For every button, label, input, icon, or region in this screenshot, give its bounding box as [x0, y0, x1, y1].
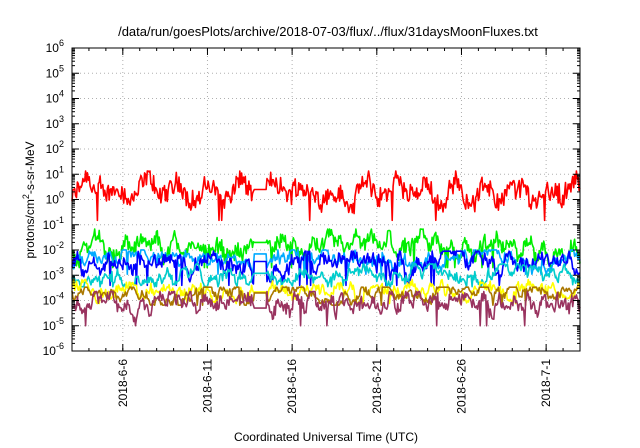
y-tick-label: 10-6 [43, 341, 64, 358]
x-tick-label: 2018-7-1 [539, 359, 553, 407]
y-tick-label: 10-1 [43, 215, 64, 232]
y-tick-label: 105 [46, 63, 64, 80]
series-line [71, 249, 581, 276]
y-tick-label: 106 [46, 38, 64, 55]
x-tick-labels: 2018-6-6 2018-6-11 2018-6-16 2018-6-21 2018-… [116, 359, 553, 414]
series-group [71, 170, 581, 327]
series-line [71, 278, 581, 305]
y-axis-label: protons/cm2-s-sr-MeV [21, 141, 37, 258]
y-tick-label: 101 [46, 164, 64, 181]
y-tick-label: 104 [46, 89, 64, 106]
x-tick-label: 2018-6-11 [200, 359, 214, 413]
y-tick-label: 103 [46, 114, 64, 131]
y-tick-label: 10-4 [43, 291, 64, 308]
x-axis-label: Coordinated Universal Time (UTC) [234, 430, 418, 444]
y-tick-label: 102 [46, 139, 64, 156]
chart-title: /data/run/goesPlots/archive/2018-07-03/f… [118, 24, 538, 39]
x-tick-label: 2018-6-26 [454, 359, 468, 414]
y-tick-label: 100 [46, 190, 64, 207]
y-tick-label: 10-3 [43, 265, 64, 282]
axis-ticks [71, 47, 581, 352]
x-tick-label: 2018-6-21 [370, 359, 384, 414]
series-line [71, 263, 581, 288]
series-line [71, 290, 581, 327]
y-tick-labels: 10-6 10-5 10-4 10-3 10-2 10-1 100 101 102 103 104 1… [43, 38, 64, 358]
series-line [71, 170, 581, 222]
series-line [71, 228, 581, 269]
x-tick-label: 2018-6-6 [116, 359, 130, 407]
y-tick-label: 10-5 [43, 316, 64, 333]
x-tick-label: 2018-6-16 [285, 359, 299, 414]
y-tick-label: 10-2 [43, 240, 64, 257]
